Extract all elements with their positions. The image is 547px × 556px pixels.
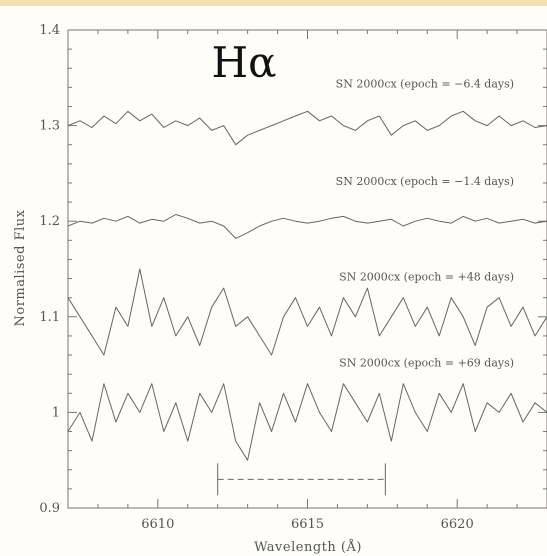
x-axis-label: Wavelength (Å) bbox=[254, 539, 362, 555]
y-tick-label: 1.3 bbox=[39, 119, 60, 134]
x-tick-label: 6615 bbox=[291, 517, 324, 532]
series-label-4: SN 2000cx (epoch = +69 days) bbox=[339, 357, 514, 370]
y-tick-label: 1.2 bbox=[39, 214, 60, 229]
axis-ticks bbox=[67, 29, 547, 509]
annotation-layer bbox=[217, 463, 386, 496]
y-tick-label: 1.1 bbox=[39, 310, 60, 325]
series-label-3: SN 2000cx (epoch = +48 days) bbox=[339, 270, 514, 283]
y-tick-label: 1.4 bbox=[39, 23, 60, 38]
y-tick-label: 0.9 bbox=[39, 501, 60, 516]
series-line-3 bbox=[67, 268, 547, 356]
series-layer: SN 2000cx (epoch = −6.4 days) SN 2000cx (… bbox=[67, 77, 547, 461]
series-line-1 bbox=[67, 110, 547, 146]
series-label-2: SN 2000cx (epoch = −1.4 days) bbox=[336, 175, 514, 188]
chart-title: Hα bbox=[212, 38, 277, 87]
tick-labels: 0.9 1 1.1 1.2 1.3 1.4 6610 6615 6620 bbox=[39, 23, 473, 532]
x-tick-label: 6620 bbox=[441, 517, 474, 532]
y-axis-label: Normalised Flux bbox=[13, 209, 28, 326]
top-accent-bar bbox=[0, 0, 547, 6]
y-tick-label: 1 bbox=[52, 405, 60, 420]
x-tick-label: 6610 bbox=[141, 517, 174, 532]
series-line-2 bbox=[67, 214, 547, 239]
series-label-1: SN 2000cx (epoch = −6.4 days) bbox=[336, 77, 514, 90]
series-line-4 bbox=[67, 383, 547, 461]
